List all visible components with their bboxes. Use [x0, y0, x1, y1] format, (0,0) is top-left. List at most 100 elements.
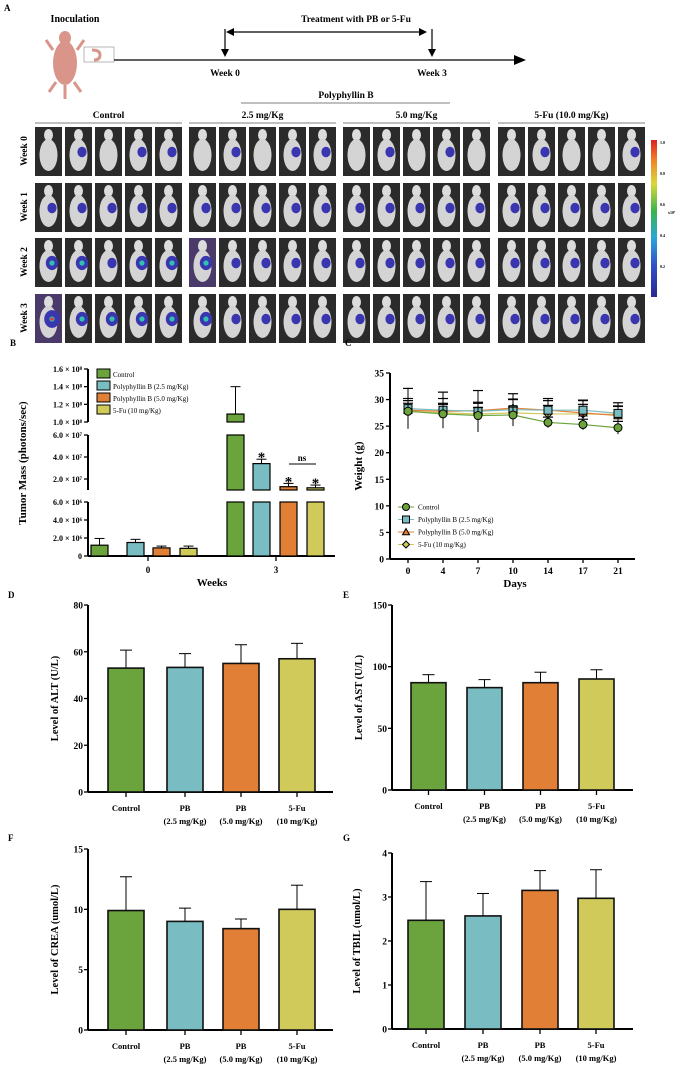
- x-tick-label: (10 mg/Kg): [277, 1054, 318, 1064]
- colorbar: [651, 140, 657, 297]
- mouse-head: [627, 185, 636, 197]
- mouse-image: [249, 127, 276, 176]
- mouse-image: [125, 183, 152, 232]
- mouse-body: [592, 139, 611, 171]
- bar: [279, 501, 298, 557]
- mouse-head: [104, 240, 113, 252]
- mouse-head: [537, 129, 546, 141]
- group-label: Control: [93, 111, 125, 121]
- mouse-image: [35, 127, 62, 176]
- x-tick-label: PB: [478, 1040, 489, 1050]
- mouse-image: [125, 294, 152, 343]
- mouse-image: [125, 238, 152, 287]
- x-tick-label: 4: [441, 567, 446, 577]
- mouse-head: [44, 240, 53, 252]
- signal-blob: [77, 146, 87, 158]
- bar: [407, 919, 445, 1030]
- signal-blob: [231, 202, 241, 214]
- stomach-icon: [91, 48, 102, 62]
- legend-swatch: [96, 380, 111, 391]
- mouse-head: [258, 296, 267, 308]
- group-label: 2.5 mg/Kg: [242, 111, 284, 121]
- arrow-down-icon: [428, 49, 436, 57]
- mouse-image: [35, 294, 62, 343]
- x-tick-label: 21: [613, 567, 623, 577]
- mouse-image: [95, 127, 122, 176]
- legend-label: 5-Fu (10 mg/Kg): [418, 541, 467, 549]
- mouse-image: [558, 183, 585, 232]
- mouse-head: [198, 185, 207, 197]
- x-tick-label: (10 mg/Kg): [576, 814, 617, 824]
- chart-level-of-ast-u-l: E 0 50 100 150 Control PB (2.5 mg/Kg) PB (5.0 mg/…: [343, 590, 633, 824]
- mouse-image: [463, 238, 490, 287]
- signal-blob: [137, 146, 147, 158]
- signal-blob: [321, 146, 331, 158]
- mouse-image: [373, 127, 400, 176]
- chart-level-of-tbil-umol-l: G 0 1 2 3 4 Control PB (2.5 mg/Kg) PB (5.0 mg/Kg) 5…: [343, 833, 633, 1063]
- bar: [152, 547, 171, 557]
- y-axis-label: Level of AST (U/L): [354, 654, 365, 740]
- signal-blob: [385, 313, 395, 325]
- marker-diamond: [401, 540, 411, 549]
- x-tick-label: PB: [479, 801, 490, 811]
- signal-blob: [231, 313, 241, 325]
- x-tick-label: (10 mg/Kg): [576, 1053, 617, 1063]
- signal-blob: [355, 202, 365, 214]
- mouse-head: [258, 240, 267, 252]
- mouse-image: [433, 183, 460, 232]
- signal-blob: [570, 202, 580, 214]
- signal-blob: [445, 257, 455, 269]
- signal-blob: [445, 146, 455, 158]
- colorbar-tick-label: 1.0: [660, 140, 665, 145]
- signal-blob: [321, 257, 331, 269]
- y-tick-label: 30: [375, 396, 385, 406]
- mouse-head: [442, 240, 451, 252]
- bar: [222, 662, 260, 793]
- timeline-arrowhead-icon: [514, 55, 526, 65]
- mouse-head: [164, 185, 173, 197]
- ns-annotation: ns: [298, 453, 307, 463]
- y-tick-label: 6.0 × 10⁶: [53, 498, 83, 507]
- signal-blob: [261, 257, 271, 269]
- x-tick-label: (2.5 mg/Kg): [164, 1054, 207, 1064]
- mouse-head: [164, 296, 173, 308]
- mouse-head: [412, 129, 421, 141]
- mouse-head: [198, 240, 207, 252]
- signal-blob: [385, 146, 395, 158]
- mouse-image: [498, 183, 525, 232]
- y-axis-label: Level of ALT (U/L): [50, 655, 61, 741]
- mouse-head: [318, 129, 327, 141]
- mouse-head: [352, 185, 361, 197]
- mouse-head: [318, 185, 327, 197]
- signal-blob: [415, 202, 425, 214]
- mouse-image: [309, 238, 336, 287]
- bar: [252, 463, 271, 491]
- mouse-image: [35, 183, 62, 232]
- mouse-head: [352, 296, 361, 308]
- chart-weight: C 0 5 10 15 20 25 30 35 0 4 7 10 14 17 21 Control Polyphy…: [345, 338, 635, 590]
- signal-blob: [600, 257, 610, 269]
- signal-blob: [475, 202, 485, 214]
- marker-triangle: [401, 527, 411, 536]
- mouse-image: [309, 294, 336, 343]
- mouse-head: [104, 129, 113, 141]
- x-tick-label: 7: [476, 567, 481, 577]
- mouse-image: [35, 238, 62, 287]
- mouse-head: [104, 185, 113, 197]
- mouse-image: [498, 127, 525, 176]
- mouse-image: [95, 183, 122, 232]
- arrow-down-icon: [221, 49, 229, 57]
- mouse-body: [253, 139, 272, 171]
- significance-star: *: [285, 474, 293, 490]
- mouse-head: [442, 296, 451, 308]
- mouse-image: [343, 294, 370, 343]
- mouse-image: [588, 294, 615, 343]
- signal-blob: [321, 313, 331, 325]
- mouse-image: [463, 127, 490, 176]
- mouse-image: [219, 127, 246, 176]
- mouse-image: [249, 294, 276, 343]
- signal-blob: [570, 313, 580, 325]
- y-tick-label: 1.2 × 10⁸: [53, 400, 83, 409]
- mouse-image: [249, 183, 276, 232]
